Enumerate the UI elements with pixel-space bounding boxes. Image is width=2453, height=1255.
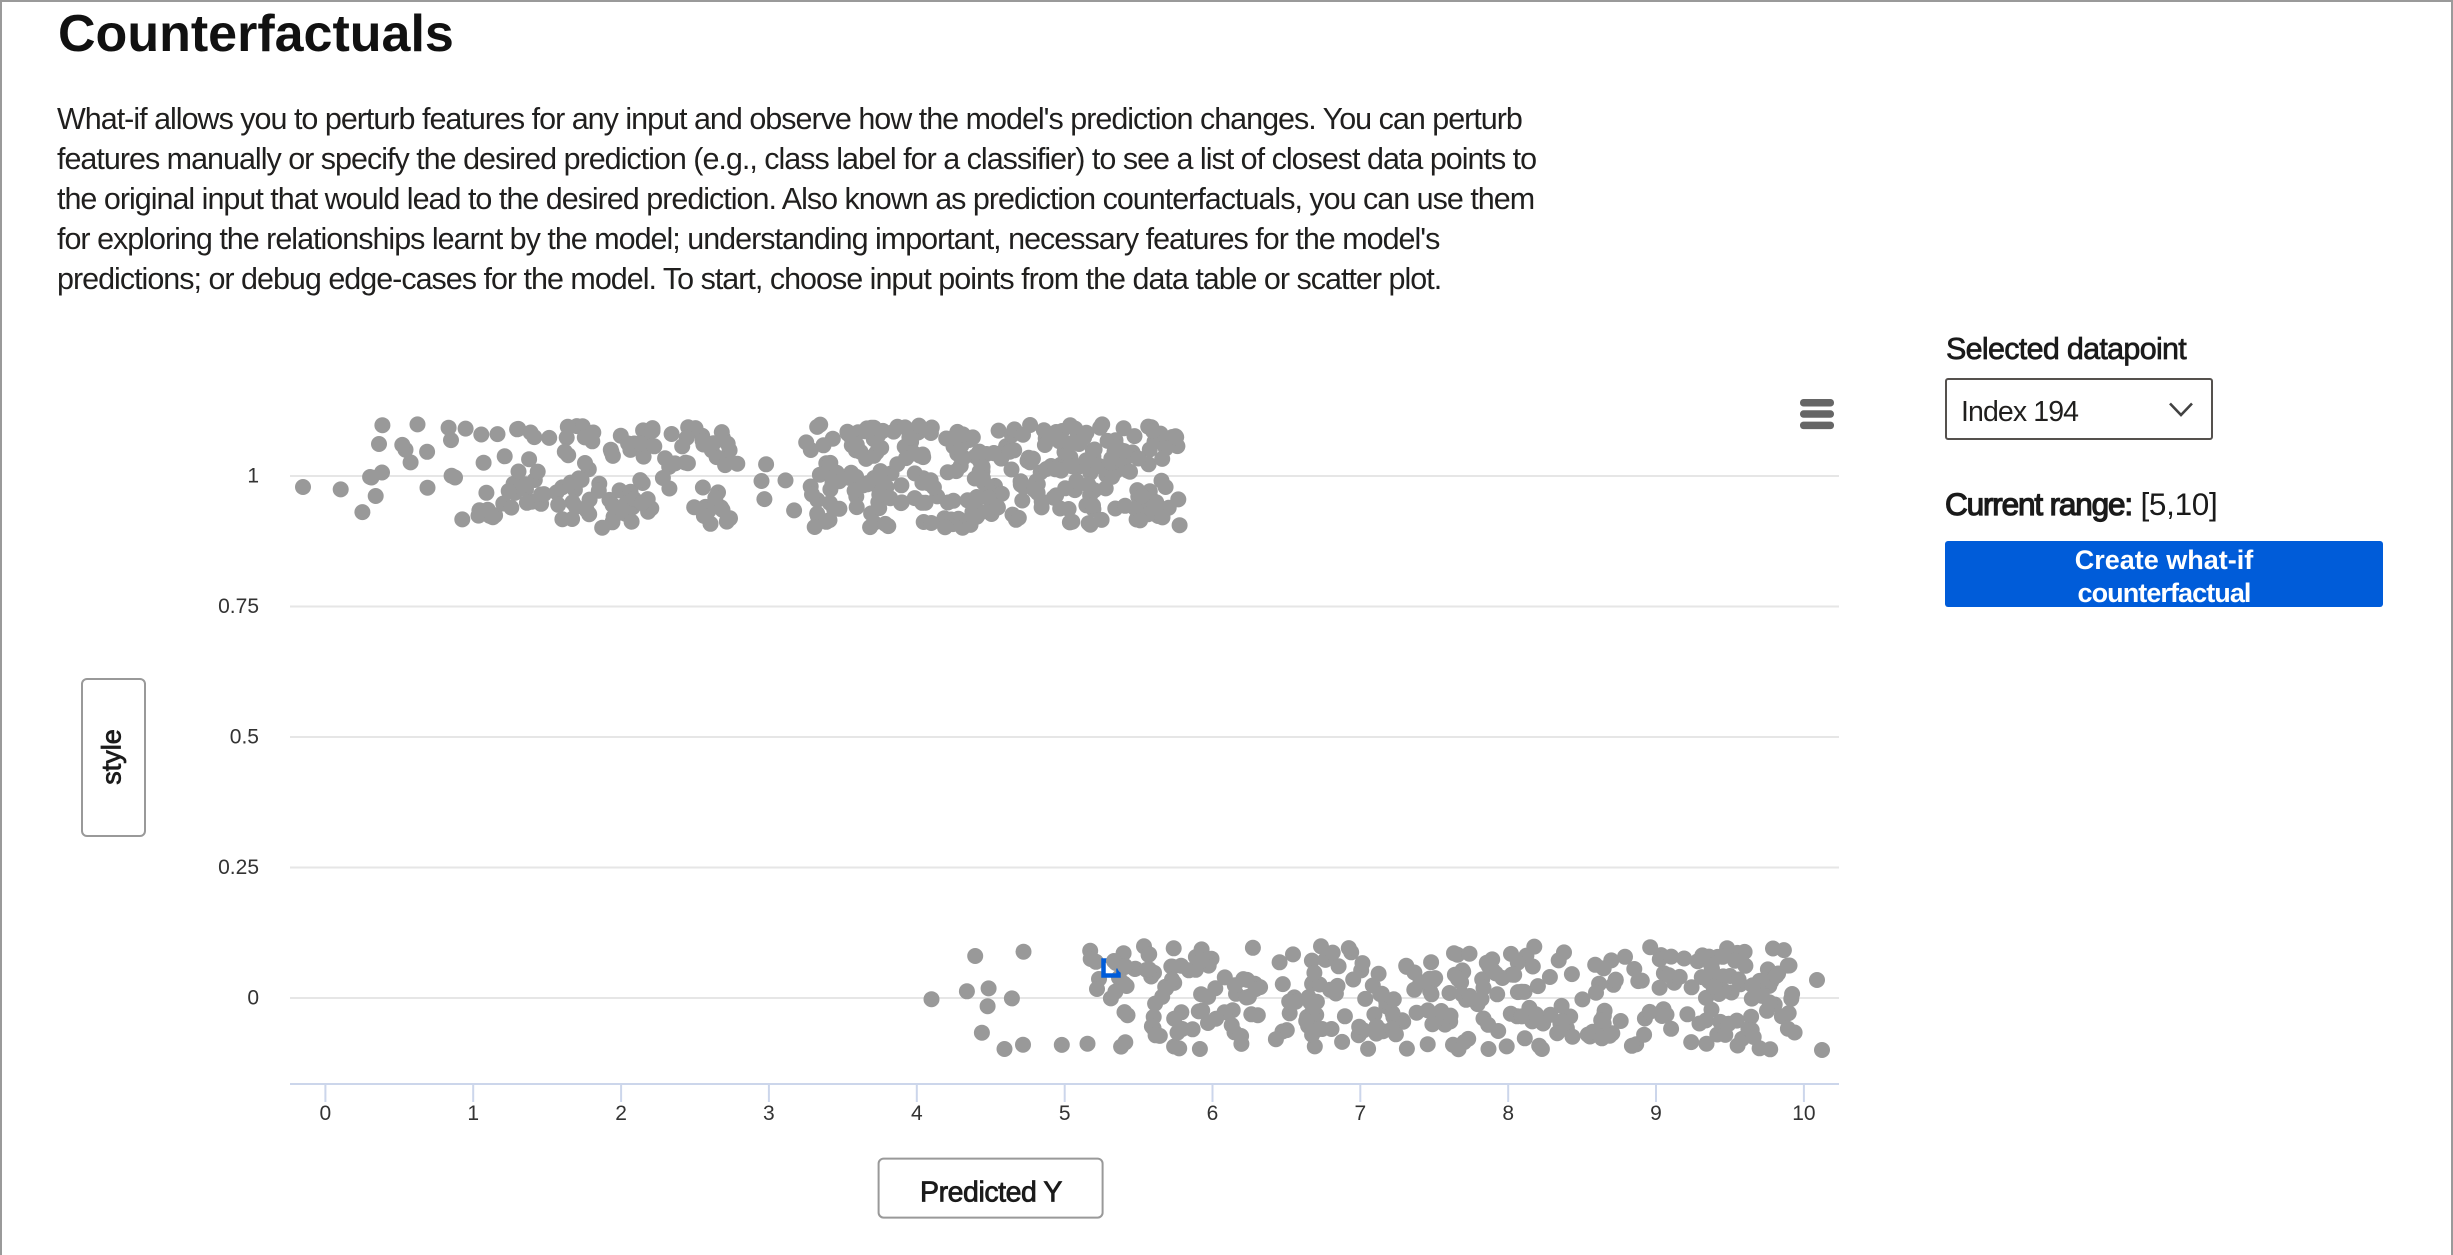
svg-text:1: 1: [467, 1102, 479, 1125]
svg-text:0.5: 0.5: [230, 726, 259, 749]
svg-text:Predicted Y: Predicted Y: [920, 1177, 1062, 1209]
svg-text:3: 3: [763, 1102, 775, 1125]
svg-text:7: 7: [1354, 1102, 1366, 1125]
svg-text:5: 5: [1059, 1102, 1071, 1125]
svg-text:6: 6: [1207, 1102, 1219, 1125]
svg-text:0: 0: [320, 1102, 332, 1125]
svg-text:4: 4: [911, 1102, 923, 1125]
svg-text:1: 1: [247, 465, 259, 488]
svg-text:2: 2: [615, 1102, 627, 1125]
svg-text:8: 8: [1502, 1102, 1514, 1125]
svg-text:0.75: 0.75: [218, 595, 259, 618]
svg-text:0: 0: [247, 987, 259, 1010]
svg-text:10: 10: [1792, 1102, 1815, 1125]
svg-text:9: 9: [1650, 1102, 1662, 1125]
svg-text:style: style: [97, 729, 127, 785]
svg-text:0.25: 0.25: [218, 856, 259, 879]
